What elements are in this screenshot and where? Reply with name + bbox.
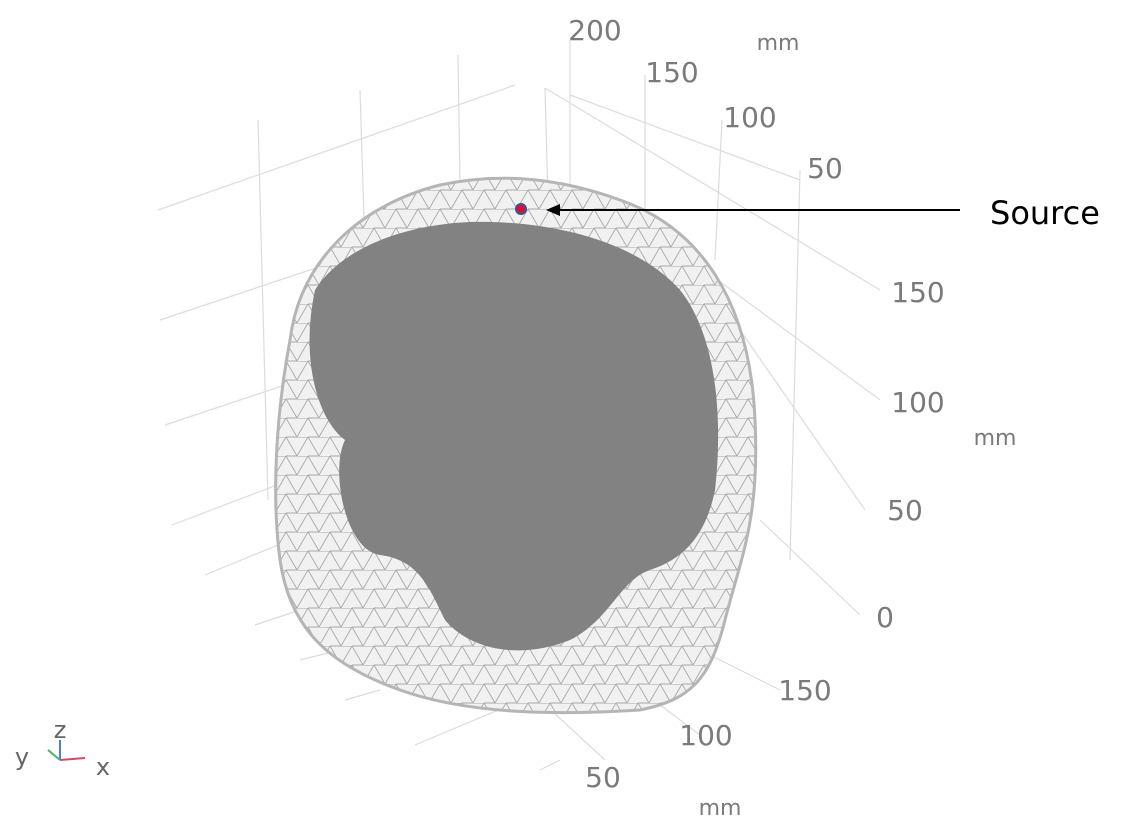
tick-label: 100 xyxy=(679,719,732,752)
axis-unit: mm xyxy=(974,426,1017,451)
annotation: Source xyxy=(990,194,1100,232)
triad-label: x xyxy=(96,753,110,781)
tick-label: 100 xyxy=(891,386,944,419)
tick-label: 150 xyxy=(645,56,698,89)
tick-label: 150 xyxy=(778,674,831,707)
triad-label: y xyxy=(15,743,29,771)
axis-unit: mm xyxy=(757,31,800,56)
tick-label: 150 xyxy=(891,276,944,309)
tick-label: 100 xyxy=(723,101,776,134)
triad-label: z xyxy=(54,716,67,744)
tick-label: 50 xyxy=(585,761,621,794)
tick-label: 50 xyxy=(887,494,923,527)
orientation-triad: y z x xyxy=(15,716,110,781)
source-marker xyxy=(516,204,526,214)
axis-unit: mm xyxy=(699,796,742,821)
tick-label: 200 xyxy=(568,14,621,47)
tick-label: 0 xyxy=(876,601,894,634)
figure: Source 200 150 100 50 mm 150 100 50 0 mm… xyxy=(0,0,1124,821)
tick-label: 50 xyxy=(807,152,843,185)
head-mesh xyxy=(276,178,756,712)
